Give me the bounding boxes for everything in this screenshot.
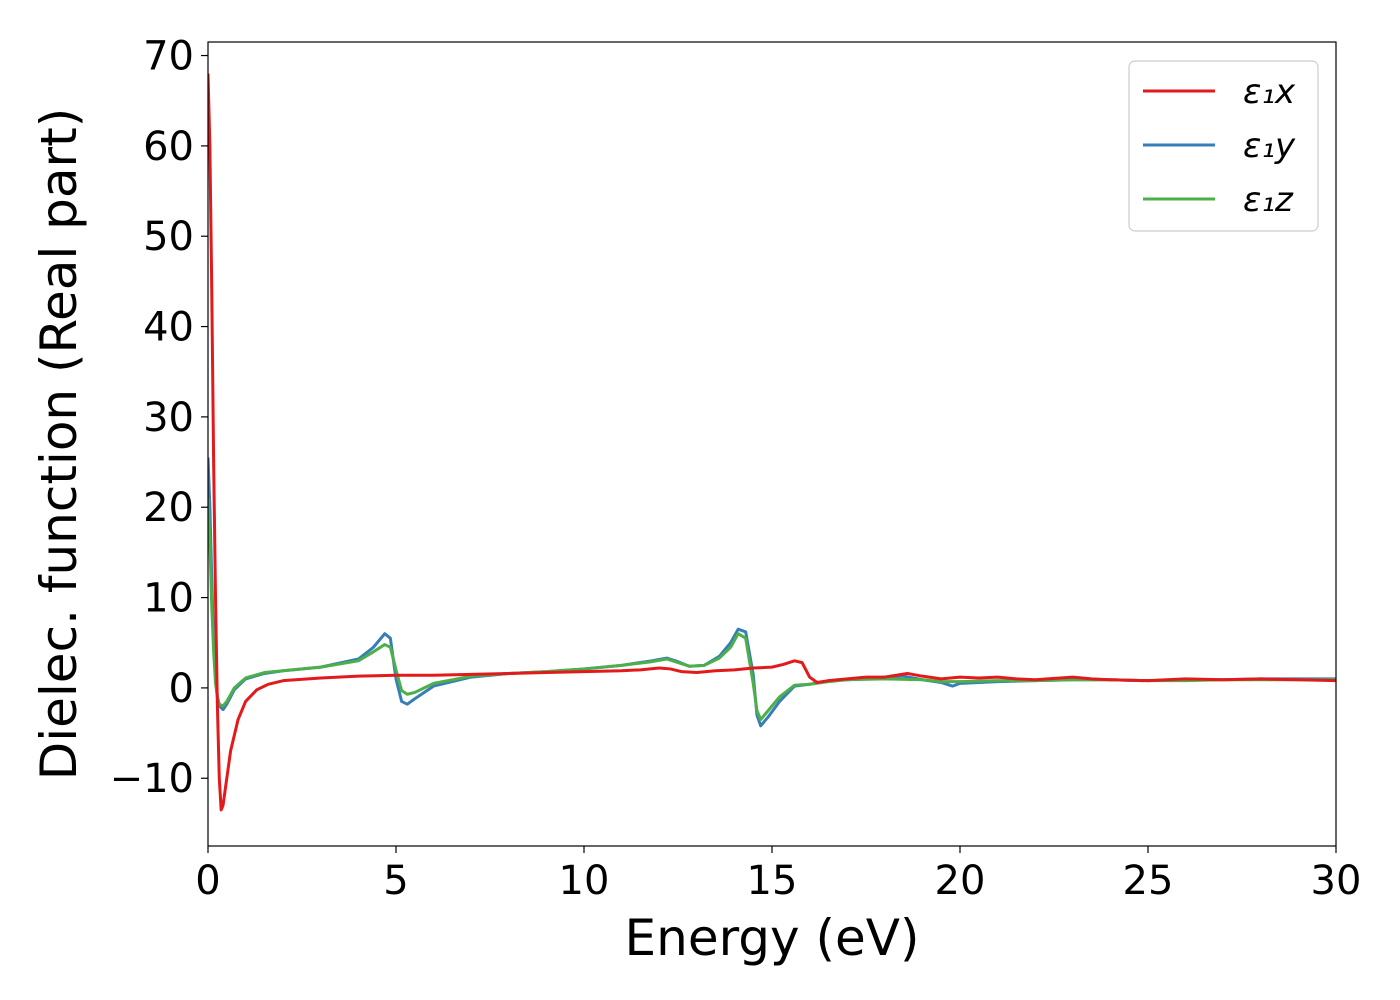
y-axis-title: Dielec. function (Real part) [30, 108, 88, 780]
legend-label: ε₁y [1243, 126, 1296, 166]
legend-box [1128, 60, 1319, 232]
y-tick-label: 0 [169, 666, 194, 712]
y-tick-label: 60 [143, 124, 194, 170]
x-tick-label: 0 [195, 858, 220, 904]
y-tick-label: 30 [143, 395, 194, 441]
x-tick-label: 20 [935, 858, 986, 904]
y-tick-label: 20 [143, 485, 194, 531]
y-tick-label: 70 [143, 34, 194, 80]
legend-label: ε₁z [1243, 180, 1294, 220]
plot-lines [208, 73, 1336, 812]
x-tick-label: 10 [559, 858, 610, 904]
legend-label: ε₁x [1243, 72, 1296, 112]
x-tick-label: 5 [383, 858, 408, 904]
y-axis: −10 0 10 20 30 40 50 60 70 [110, 34, 208, 802]
x-tick-label: 25 [1123, 858, 1174, 904]
x-tick-label: 30 [1311, 858, 1362, 904]
y-tick-label: 10 [143, 576, 194, 622]
x-axis-title: Energy (eV) [625, 909, 920, 967]
x-tick-label: 15 [747, 858, 798, 904]
y-tick-label: −10 [110, 756, 194, 802]
legend: ε₁x ε₁y ε₁z [1128, 60, 1319, 232]
series-line-2 [208, 498, 1336, 722]
series-line-1 [208, 457, 1336, 728]
series-line-0 [208, 73, 1336, 812]
y-tick-label: 40 [143, 305, 194, 351]
y-tick-label: 50 [143, 214, 194, 260]
x-axis: 0 5 10 15 20 25 30 [195, 846, 1361, 904]
